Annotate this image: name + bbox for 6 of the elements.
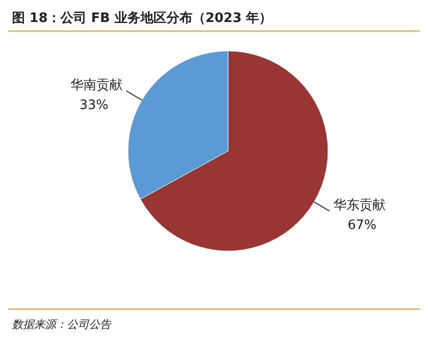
source-note: 数据来源：公司公告 [12, 318, 112, 331]
data-label: 33% [80, 98, 108, 113]
chart-title: 图 18：公司 FB 业务地区分布（2023 年） [12, 11, 272, 26]
slice-label: 华南贡献 [70, 78, 122, 93]
slice-label: 华东贡献 [334, 198, 386, 214]
data-label: 67% [348, 218, 376, 234]
